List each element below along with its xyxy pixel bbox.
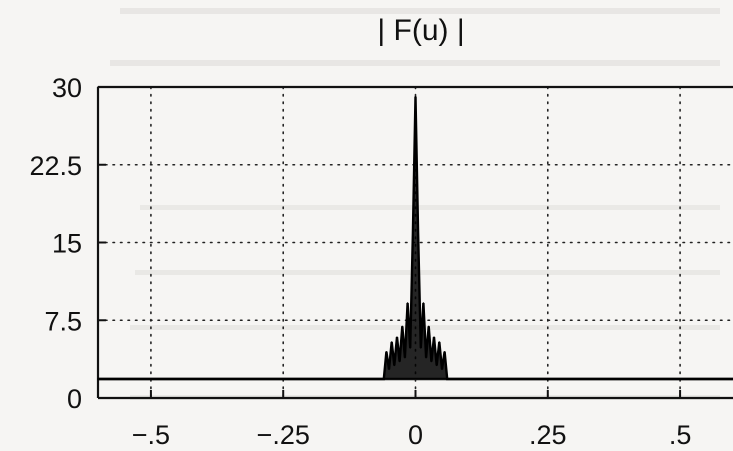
data-point xyxy=(419,347,422,349)
data-point xyxy=(438,341,441,343)
data-point xyxy=(393,364,396,367)
data-point xyxy=(388,368,390,371)
data-point xyxy=(396,336,398,338)
chart-title: | F(u) | xyxy=(377,14,464,47)
data-point xyxy=(427,325,430,328)
data-point xyxy=(385,350,388,353)
data-point xyxy=(409,347,412,349)
data-point xyxy=(430,360,433,363)
series-area xyxy=(383,96,448,379)
x-tick-label: −.25 xyxy=(257,420,310,450)
data-point xyxy=(382,378,385,380)
x-tick-label: −.5 xyxy=(132,420,170,450)
data-point xyxy=(97,378,99,380)
data-point xyxy=(398,360,401,363)
y-tick-label: 7.5 xyxy=(44,306,82,336)
data-point xyxy=(390,341,393,343)
x-tick-label: 0 xyxy=(408,420,423,450)
data-point xyxy=(446,378,449,380)
y-tick-label: 22.5 xyxy=(29,151,82,181)
x-axis-ticks: −.5 −.25 0 .25 .5 xyxy=(132,390,692,450)
data-point xyxy=(401,325,404,328)
data-point xyxy=(412,232,414,234)
series-group xyxy=(97,95,733,381)
data-point xyxy=(435,364,438,367)
data-point xyxy=(441,368,443,371)
y-axis-ticks: 0 7.5 15 22.5 30 xyxy=(29,73,106,414)
x-tick-label: .5 xyxy=(669,420,692,450)
y-tick-label: 30 xyxy=(52,73,82,103)
x-tick-label: .25 xyxy=(529,420,567,450)
y-tick-label: 15 xyxy=(52,229,82,259)
data-point xyxy=(404,356,406,359)
data-point xyxy=(425,356,427,359)
data-point xyxy=(433,336,435,338)
data-point xyxy=(443,350,446,353)
data-point xyxy=(414,95,417,98)
y-tick-label: 0 xyxy=(67,384,82,414)
data-point xyxy=(406,302,409,304)
data-point xyxy=(417,232,419,234)
data-point xyxy=(422,302,425,304)
